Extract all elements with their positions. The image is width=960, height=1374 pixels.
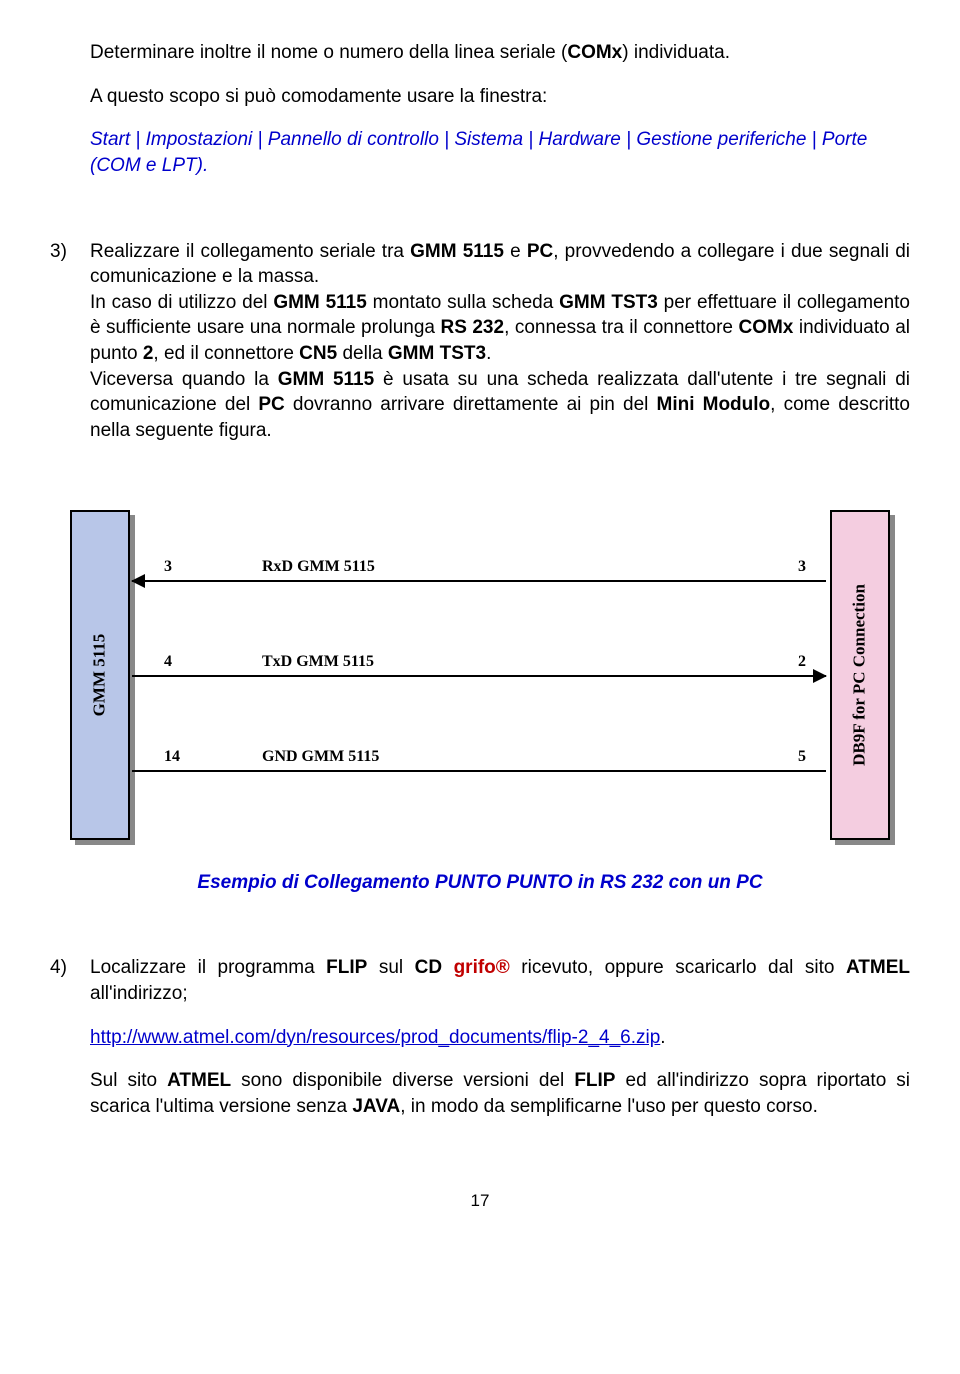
signal-label: RxD GMM 5115 <box>262 556 375 578</box>
nav-path: Start | Impostazioni | Pannello di contr… <box>90 127 910 178</box>
gmm-block: GMM 5115 <box>70 510 130 840</box>
page-number: 17 <box>50 1190 910 1213</box>
signal-label: TxD GMM 5115 <box>262 651 374 673</box>
signal-line: 33RxD GMM 5115 <box>132 580 826 582</box>
pin-right: 3 <box>798 556 806 578</box>
pin-right: 2 <box>798 651 806 673</box>
step-4-body: Localizzare il programma FLIP sul CD gri… <box>90 955 910 1119</box>
flip-download-link[interactable]: http://www.atmel.com/dyn/resources/prod_… <box>90 1027 660 1048</box>
pin-left: 4 <box>164 651 172 673</box>
intro-p1: Determinare inoltre il nome o numero del… <box>90 40 910 66</box>
pin-left: 14 <box>164 746 180 768</box>
step-3-number: 3) <box>50 239 90 444</box>
intro-p2: A questo scopo si può comodamente usare … <box>90 84 910 110</box>
step-4-number: 4) <box>50 955 90 1119</box>
step-3: 3) Realizzare il collegamento seriale tr… <box>50 239 910 444</box>
diagram-caption: Esempio di Collegamento PUNTO PUNTO in R… <box>70 870 890 896</box>
pin-left: 3 <box>164 556 172 578</box>
signal-line: 42TxD GMM 5115 <box>132 675 826 677</box>
signal-label: GND GMM 5115 <box>262 746 379 768</box>
step-3-body: Realizzare il collegamento seriale tra G… <box>90 239 910 444</box>
db9f-block: DB9F for PC Connection <box>830 510 890 840</box>
connection-diagram: GMM 5115DB9F for PC Connection33RxD GMM … <box>70 510 890 896</box>
step-4: 4) Localizzare il programma FLIP sul CD … <box>50 955 910 1119</box>
signal-line: 145GND GMM 5115 <box>132 770 826 772</box>
pin-right: 5 <box>798 746 806 768</box>
